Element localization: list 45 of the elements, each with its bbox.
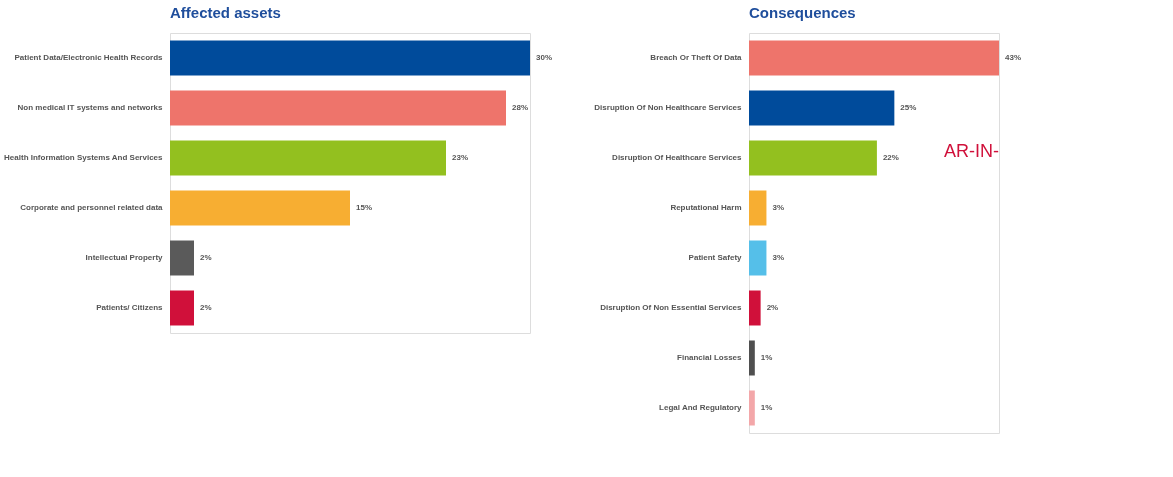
data-label: 30%: [536, 53, 553, 62]
chart-title: Consequences: [749, 4, 856, 21]
data-label: 1%: [760, 403, 773, 412]
y-tick-label: Non medical IT systems and networks: [17, 103, 164, 112]
data-label: 2%: [200, 253, 212, 262]
bar: [749, 90, 895, 126]
annotation: AR-IN-: [944, 141, 999, 161]
y-tick-label: Intellectual Property: [85, 253, 164, 262]
y-tick-label: Disruption Of Non Essential Services: [600, 303, 743, 312]
y-tick-label: Patients/ Citizens: [96, 303, 164, 312]
y-tick-label: Health Information Systems And Services: [4, 153, 164, 162]
data-label: 23%: [452, 153, 469, 162]
y-tick-label: Corporate and personnel related data: [20, 203, 164, 212]
y-tick-label: Disruption Of Healthcare Services: [612, 153, 743, 162]
bar: [170, 90, 506, 126]
y-tick-label: Patient Safety: [688, 253, 743, 262]
data-label: 3%: [772, 253, 784, 262]
data-label: 15%: [356, 203, 373, 212]
y-tick-label: Patient Data/Electronic Health Records: [14, 53, 164, 62]
y-tick-label: Reputational Harm: [670, 203, 742, 212]
bar: [170, 40, 530, 76]
bar: [170, 190, 350, 226]
bar: [749, 140, 877, 176]
data-label: 3%: [772, 203, 784, 212]
y-tick-label: Financial Losses: [677, 353, 743, 362]
data-label: 43%: [1005, 53, 1022, 62]
bar: [170, 240, 194, 276]
data-label: 2%: [200, 303, 212, 312]
bar: [749, 240, 767, 276]
data-label: 1%: [760, 353, 773, 362]
y-tick-label: Disruption Of Non Healthcare Services: [594, 103, 743, 112]
bar: [749, 390, 755, 426]
data-label: 25%: [900, 103, 917, 112]
data-label: 2%: [766, 303, 779, 312]
y-tick-label: Legal And Regulatory: [659, 403, 743, 412]
bar: [749, 40, 999, 76]
data-label: 28%: [512, 103, 529, 112]
data-label: 22%: [882, 153, 899, 162]
y-tick-label: Breach Or Theft Of Data: [650, 53, 743, 62]
bar: [749, 290, 761, 326]
bar: [170, 290, 194, 326]
bar: [749, 190, 767, 226]
bar: [170, 140, 446, 176]
bar: [749, 340, 755, 376]
chart-title: Affected assets: [170, 4, 281, 21]
